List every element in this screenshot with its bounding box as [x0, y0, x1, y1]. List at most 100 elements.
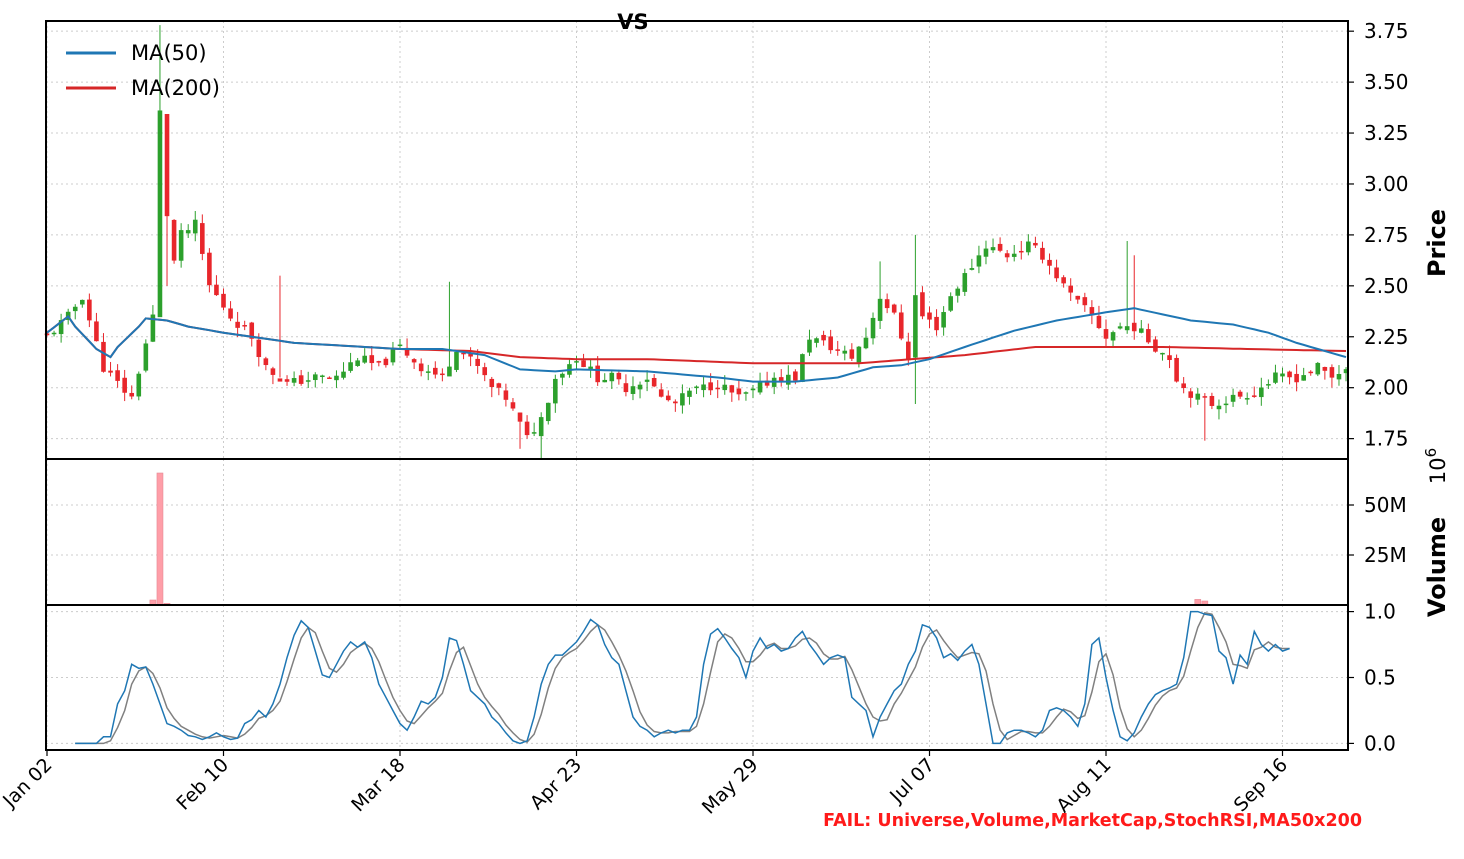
- candle-body: [786, 374, 791, 385]
- candle-body: [708, 382, 713, 391]
- candle-body: [1259, 387, 1264, 398]
- candle-body: [934, 316, 939, 331]
- candle-body: [1117, 326, 1123, 329]
- candle-body: [1202, 396, 1208, 398]
- candle-body: [327, 377, 332, 379]
- y-tick-label: 2.50: [1364, 274, 1409, 298]
- y-tick-label: 1.0: [1364, 600, 1396, 624]
- x-tick-label: Jul 07: [885, 754, 939, 808]
- stochrsi-d-line: [75, 612, 1290, 745]
- candle-body: [1315, 362, 1321, 375]
- candle-body: [941, 312, 946, 328]
- candle-body: [927, 312, 932, 320]
- volume-axis-label: Volume: [1423, 517, 1451, 617]
- candle-body: [814, 338, 819, 343]
- candle-body: [538, 417, 544, 437]
- candle-body: [228, 308, 233, 319]
- candle-body: [1287, 371, 1292, 378]
- candle-body: [800, 354, 805, 382]
- candle-body: [750, 388, 756, 391]
- y-tick-label: 25M: [1364, 543, 1407, 567]
- candle-body: [411, 359, 417, 363]
- candle-body: [983, 248, 989, 257]
- candle-body: [891, 304, 897, 313]
- candle-body: [1033, 242, 1038, 246]
- candle-body: [623, 383, 629, 393]
- candle-body: [1018, 250, 1024, 253]
- candle-body: [574, 361, 579, 363]
- candle-body: [588, 366, 593, 369]
- candle-body: [1068, 285, 1073, 293]
- candle-body: [440, 373, 445, 376]
- candle-body: [1181, 383, 1186, 389]
- candle-body: [122, 377, 127, 393]
- candle-body: [1209, 395, 1215, 406]
- x-tick-label: Aug 11: [1052, 754, 1115, 817]
- candle-body: [1096, 315, 1102, 329]
- candle-body: [482, 367, 488, 376]
- candle-body: [948, 296, 953, 311]
- candle-body: [884, 299, 890, 309]
- candle-body: [136, 373, 142, 397]
- candle-body: [108, 370, 113, 373]
- candle-body: [489, 378, 495, 388]
- candle-body: [955, 288, 961, 296]
- candle-body: [510, 402, 516, 409]
- candle-body: [1054, 267, 1059, 279]
- candle-body: [390, 349, 396, 363]
- x-tick-label: Jan 02: [0, 754, 57, 812]
- candle-body: [701, 384, 706, 391]
- candle-body: [1061, 277, 1066, 284]
- candle-body: [517, 412, 523, 422]
- candle-body: [425, 371, 431, 373]
- candle-body: [207, 252, 212, 286]
- candle-body: [312, 374, 318, 381]
- candle-body: [362, 355, 367, 363]
- legend: MA(50) MA(200): [66, 41, 220, 100]
- candle-body: [609, 372, 615, 382]
- y-tick-label: 2.00: [1364, 376, 1409, 400]
- x-tick-label: Feb 10: [172, 754, 233, 815]
- candle-body: [665, 395, 671, 401]
- candle-body: [178, 230, 184, 261]
- candle-body: [1047, 259, 1052, 266]
- candle-body: [334, 375, 339, 381]
- candle-body: [1110, 332, 1116, 341]
- candle-body: [475, 358, 480, 366]
- y-tick-label: 3.00: [1364, 172, 1409, 196]
- candle-body: [807, 339, 812, 353]
- legend-label-ma200: MA(200): [131, 76, 220, 100]
- candle-body: [214, 284, 219, 296]
- candle-body: [1266, 384, 1271, 386]
- candle-body: [157, 110, 163, 318]
- candle-body: [842, 350, 848, 354]
- x-tick-label: Sep 16: [1230, 754, 1292, 816]
- y-tick-label: 50M: [1364, 493, 1407, 517]
- candle-body: [115, 370, 120, 381]
- candle-body: [969, 268, 975, 270]
- candle-body: [171, 219, 177, 261]
- candle-body: [277, 378, 283, 382]
- candle-body: [1251, 395, 1257, 397]
- candle-body: [1223, 403, 1229, 406]
- candle-body: [80, 299, 85, 305]
- candle-body: [1280, 373, 1285, 377]
- candle-body: [1216, 405, 1222, 410]
- candle-body: [658, 389, 664, 397]
- candle-body: [150, 314, 156, 342]
- candle-body: [1153, 339, 1158, 352]
- candle-body: [355, 360, 360, 366]
- offset-exponent: 6: [1422, 448, 1440, 458]
- candle-body: [835, 349, 841, 351]
- candle-body: [863, 337, 869, 349]
- candle-body: [1082, 297, 1088, 306]
- candle-body: [320, 375, 325, 377]
- y-tick-label: 0.5: [1364, 666, 1396, 690]
- y-tick-label: 0.0: [1364, 731, 1396, 755]
- candle-body: [644, 379, 650, 382]
- ma200-line: [46, 314, 1347, 365]
- candle-body: [531, 432, 537, 434]
- candle-body: [920, 292, 925, 317]
- candle-body: [270, 368, 276, 375]
- candle-body: [778, 377, 784, 382]
